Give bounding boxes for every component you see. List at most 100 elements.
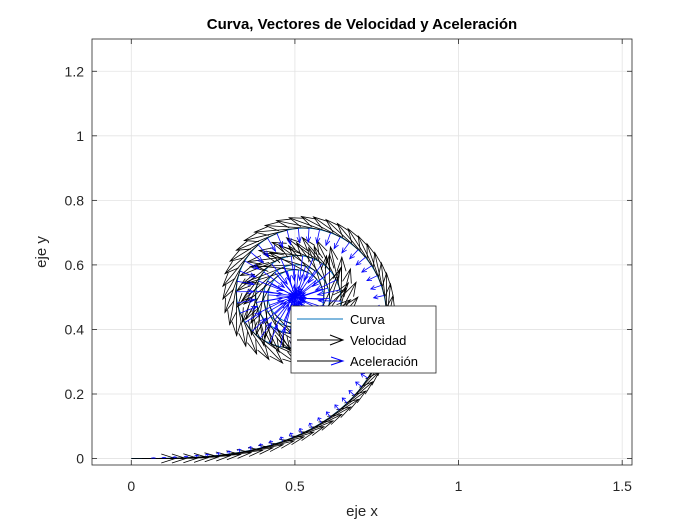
acceleration-arrow [248,446,253,451]
velocity-arrow-shaft [224,271,241,313]
velocity-arrow-head [268,337,280,354]
acceleration-arrow-head [325,411,330,416]
velocity-arrow-shaft [252,330,283,364]
acceleration-arrow-head [183,455,189,458]
velocity-arrow [224,244,259,275]
acceleration-arrow [276,233,284,249]
acceleration-arrow [250,252,265,264]
acceleration-arrow-head [265,321,273,329]
acceleration-arrow-head [247,289,255,295]
acceleration-arrow-shaft [349,249,359,260]
acceleration-arrow-shaft [280,436,283,442]
velocity-arrow-head [243,275,260,285]
acceleration-arrow-shaft [307,263,323,284]
acceleration-arrow [269,324,278,344]
acceleration-arrow-head [317,417,322,422]
y-tick-label: 0.8 [65,192,85,208]
velocity-arrow-head [193,453,210,463]
acceleration-arrow [172,456,177,459]
acceleration-arrow-head [349,253,355,260]
acceleration-arrow-shaft [309,423,313,429]
velocity-arrow-head [221,272,236,288]
velocity-arrow-head [274,332,285,349]
plot-frame [91,38,633,466]
velocity-arrow-head [332,287,348,302]
acceleration-arrow-shaft [259,300,285,313]
acceleration-arrow-head [299,292,307,298]
velocity-arrow [275,218,320,231]
velocity-arrow-shaft [207,452,252,457]
acceleration-arrow-shaft [341,242,350,254]
velocity-arrow [287,217,331,234]
acceleration-arrow-head [280,326,286,334]
acceleration-arrow-head [247,280,256,286]
acceleration-arrow-shaft [316,229,320,244]
acceleration-arrow-shaft [341,397,348,404]
velocity-arrow-head [285,236,301,250]
velocity-arrow-shaft [301,414,342,434]
velocity-arrow [231,291,242,338]
velocity-arrow-shaft [224,244,259,274]
acceleration-arrow-head [248,446,253,449]
acceleration-arrow-head [248,298,257,304]
velocity-arrow-head [240,288,256,303]
velocity-arrow-head [235,240,252,251]
acceleration-arrow [288,432,294,438]
x-tick-label: 0 [127,478,135,494]
acceleration-arrow-head [297,273,303,282]
acceleration-arrow-shaft [277,275,303,306]
velocity-arrow [285,236,323,264]
acceleration-arrow-head [355,260,362,266]
velocity-arrow-head [231,321,242,338]
acceleration-arrow-head [291,274,297,282]
acceleration-arrow [316,289,340,297]
acceleration-arrow-shaft [287,296,324,301]
acceleration-arrow [183,455,189,458]
acceleration-arrow-head [341,247,347,254]
velocity-arrow [366,242,382,286]
acceleration-arrow-shaft [366,275,378,281]
acceleration-arrow [296,228,302,244]
acceleration-arrow [258,443,264,448]
velocity-arrow [235,233,278,251]
velocity-arrow-head [342,267,352,284]
legend-label-velocidad: Velocidad [350,333,406,348]
velocity-arrow-head [347,227,360,244]
acceleration-arrow [216,452,221,456]
velocity-arrow-shaft [321,398,359,424]
acceleration-arrow-head [258,443,264,447]
acceleration-arrow-shaft [333,236,341,249]
velocity-arrow-shaft [288,245,318,280]
acceleration-arrow-head [262,250,270,258]
y-tick-label: 0.4 [65,321,85,337]
velocity-arrow-head [247,339,258,356]
acceleration-arrow-shaft [268,294,307,299]
velocity-arrow-head [235,278,251,292]
acceleration-arrow [298,428,303,434]
velocity-arrow [252,330,284,365]
legend: Curva Velocidad Aceleración [290,305,437,374]
acceleration-arrow-shaft [271,283,306,302]
velocity-arrow-head [289,435,306,446]
acceleration-arrow-shaft [307,228,310,243]
velocity-arrow [295,241,323,279]
velocity-arrow-shaft [244,270,288,285]
acceleration-arrow-head [254,311,262,318]
velocity-arrow-shaft [229,447,273,455]
velocity-arrow [261,435,306,449]
acceleration-arrow-shaft [244,260,260,270]
acceleration-arrow-shaft [252,318,267,332]
x-tick-label: 1.5 [612,478,632,494]
velocity-arrow [240,272,276,303]
y-tick-label: 0.2 [65,386,85,402]
acceleration-arrow-shaft [271,263,288,285]
velocity-arrow-head [270,241,287,252]
velocity-arrow-head [313,244,324,261]
acceleration-arrow-head [172,456,177,458]
velocity-arrow-shaft [330,390,367,418]
velocity-arrow-shaft [286,237,323,264]
velocity-arrow [246,255,292,265]
velocity-arrow [313,244,329,289]
acceleration-arrow [204,453,210,457]
acceleration-arrow-shaft [317,289,340,296]
